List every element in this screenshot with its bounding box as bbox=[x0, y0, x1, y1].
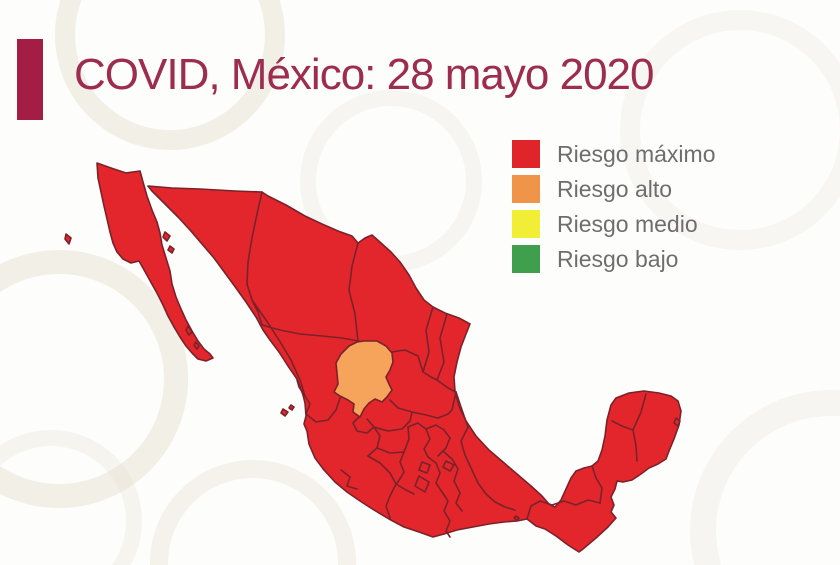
legend-item-riesgo-bajo: Riesgo bajo bbox=[512, 245, 716, 273]
island-marias-1 bbox=[280, 408, 289, 417]
state-zacatecas bbox=[333, 340, 394, 418]
map-states bbox=[64, 162, 682, 553]
island-baja-sur-1 bbox=[185, 325, 193, 336]
state-region-mainland bbox=[147, 185, 682, 553]
legend-swatch-maximo bbox=[512, 140, 540, 168]
island-baja-sur-2 bbox=[193, 341, 200, 350]
accent-bar bbox=[17, 39, 43, 120]
island-midriff-2 bbox=[167, 245, 175, 254]
legend-item-riesgo-alto: Riesgo alto bbox=[512, 175, 716, 203]
legend-label: Riesgo alto bbox=[557, 175, 673, 202]
state-region-baja-peninsula bbox=[96, 162, 214, 362]
legend-label: Riesgo bajo bbox=[557, 245, 679, 272]
page-title: COVID, México: 28 mayo 2020 bbox=[74, 50, 654, 99]
island-marias-2 bbox=[288, 404, 295, 411]
legend-swatch-medio bbox=[512, 210, 540, 238]
risk-legend: Riesgo máximo Riesgo alto Riesgo medio R… bbox=[512, 140, 716, 280]
legend-swatch-alto bbox=[512, 175, 540, 203]
island-cozumel bbox=[673, 417, 681, 427]
legend-swatch-bajo bbox=[512, 245, 540, 273]
legend-label: Riesgo máximo bbox=[557, 140, 716, 167]
island-guadalupe bbox=[64, 233, 72, 245]
legend-label: Riesgo medio bbox=[557, 210, 698, 237]
legend-item-riesgo-maximo: Riesgo máximo bbox=[512, 140, 716, 168]
island-midriff-1 bbox=[162, 231, 171, 242]
island-tehuantepec-islet bbox=[513, 515, 520, 521]
legend-item-riesgo-medio: Riesgo medio bbox=[512, 210, 716, 238]
